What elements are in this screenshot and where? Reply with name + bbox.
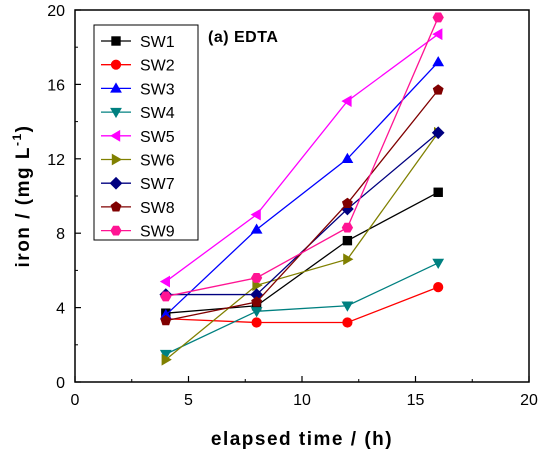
y-axis-title-superscript: -1 — [10, 132, 24, 146]
legend-marker — [109, 176, 123, 190]
legend-item-sw3: SW3 — [101, 81, 175, 98]
data-point — [341, 95, 352, 108]
legend-label: SW7 — [140, 176, 175, 193]
legend: SW1 SW2 SW3 SW4 SW5 SW6 SW7 SW8 SW9 — [93, 24, 199, 241]
series-layer — [159, 12, 445, 366]
series-line — [165, 33, 439, 283]
legend-marker — [110, 82, 122, 93]
data-point — [161, 353, 172, 366]
x-axis: 0 5 10 15 20 — [71, 376, 538, 409]
series-line — [165, 89, 439, 322]
y-axis-title-close: ) — [13, 125, 34, 133]
data-point — [432, 12, 444, 23]
y-axis: 0 4 8 12 16 20 — [47, 3, 81, 392]
legend-item-sw9: SW9 — [101, 224, 175, 241]
data-point — [250, 208, 261, 221]
series-line — [165, 286, 439, 324]
data-point — [432, 84, 444, 95]
legend-item-sw1: SW1 — [101, 34, 175, 51]
series-sw6 — [161, 126, 445, 366]
series-line — [165, 17, 439, 298]
data-point — [251, 317, 262, 328]
legend-label: SW1 — [140, 34, 175, 51]
legend-label: SW5 — [140, 129, 175, 146]
data-point — [431, 126, 445, 140]
y-tick-label: 20 — [47, 3, 65, 20]
data-point — [250, 307, 263, 318]
data-point — [433, 187, 443, 197]
legend-item-sw4: SW4 — [101, 105, 175, 122]
data-point — [343, 253, 354, 266]
series-sw5 — [159, 28, 443, 288]
legend-marker — [110, 59, 122, 70]
annotation-label: (a) EDTA — [208, 29, 278, 46]
data-point — [432, 28, 443, 41]
series-sw4 — [159, 258, 445, 361]
y-tick-label: 16 — [47, 77, 65, 94]
x-tick-label: 20 — [520, 392, 538, 409]
legend-marker — [110, 201, 122, 212]
legend-label: SW2 — [140, 58, 175, 75]
legend-label: SW4 — [140, 105, 175, 122]
x-tick-label: 5 — [184, 392, 193, 409]
data-point — [433, 282, 444, 293]
series-line — [165, 262, 439, 355]
data-point — [432, 258, 445, 269]
legend-item-sw8: SW8 — [101, 200, 175, 217]
y-tick-label: 8 — [56, 226, 65, 243]
legend-marker — [110, 107, 122, 119]
y-tick-label: 4 — [56, 301, 65, 318]
x-tick-label: 15 — [407, 392, 425, 409]
data-point — [432, 56, 445, 67]
legend-box — [93, 24, 199, 241]
legend-marker — [111, 36, 121, 46]
legend-label: SW6 — [140, 153, 175, 170]
data-point — [341, 301, 354, 312]
legend-item-sw2: SW2 — [101, 58, 175, 75]
legend-item-sw5: SW5 — [101, 129, 175, 146]
legend-label: SW3 — [140, 81, 175, 98]
legend-marker — [110, 225, 122, 236]
data-point — [341, 152, 354, 164]
y-tick-label: 12 — [47, 152, 65, 169]
y-axis-title-main: iron / (mg L — [13, 146, 34, 267]
series-sw7 — [159, 126, 445, 301]
series-line — [165, 61, 439, 316]
series-sw3 — [159, 56, 445, 320]
data-point — [251, 296, 263, 307]
data-point — [159, 275, 171, 288]
data-point — [250, 223, 263, 234]
data-point — [250, 272, 263, 283]
data-point — [341, 197, 353, 209]
data-point — [160, 314, 172, 326]
data-point — [342, 235, 353, 246]
data-point — [160, 291, 172, 302]
x-tick-label: 10 — [293, 392, 311, 409]
legend-marker — [111, 153, 122, 166]
legend-item-sw7: SW7 — [101, 176, 175, 193]
series-sw9 — [160, 12, 444, 302]
legend-label: SW9 — [140, 224, 175, 241]
series-line — [165, 132, 439, 361]
legend-marker — [110, 129, 121, 142]
x-tick-label: 0 — [71, 392, 80, 409]
y-axis-title: iron / (mg L-1) — [10, 125, 34, 268]
legend-item-sw6: SW6 — [101, 153, 175, 170]
x-axis-title: elapsed time / (h) — [211, 429, 393, 450]
data-point — [341, 222, 354, 233]
legend-label: SW8 — [140, 200, 175, 217]
data-point — [342, 317, 353, 328]
series-line — [165, 191, 439, 314]
y-tick-label: 0 — [56, 375, 65, 392]
